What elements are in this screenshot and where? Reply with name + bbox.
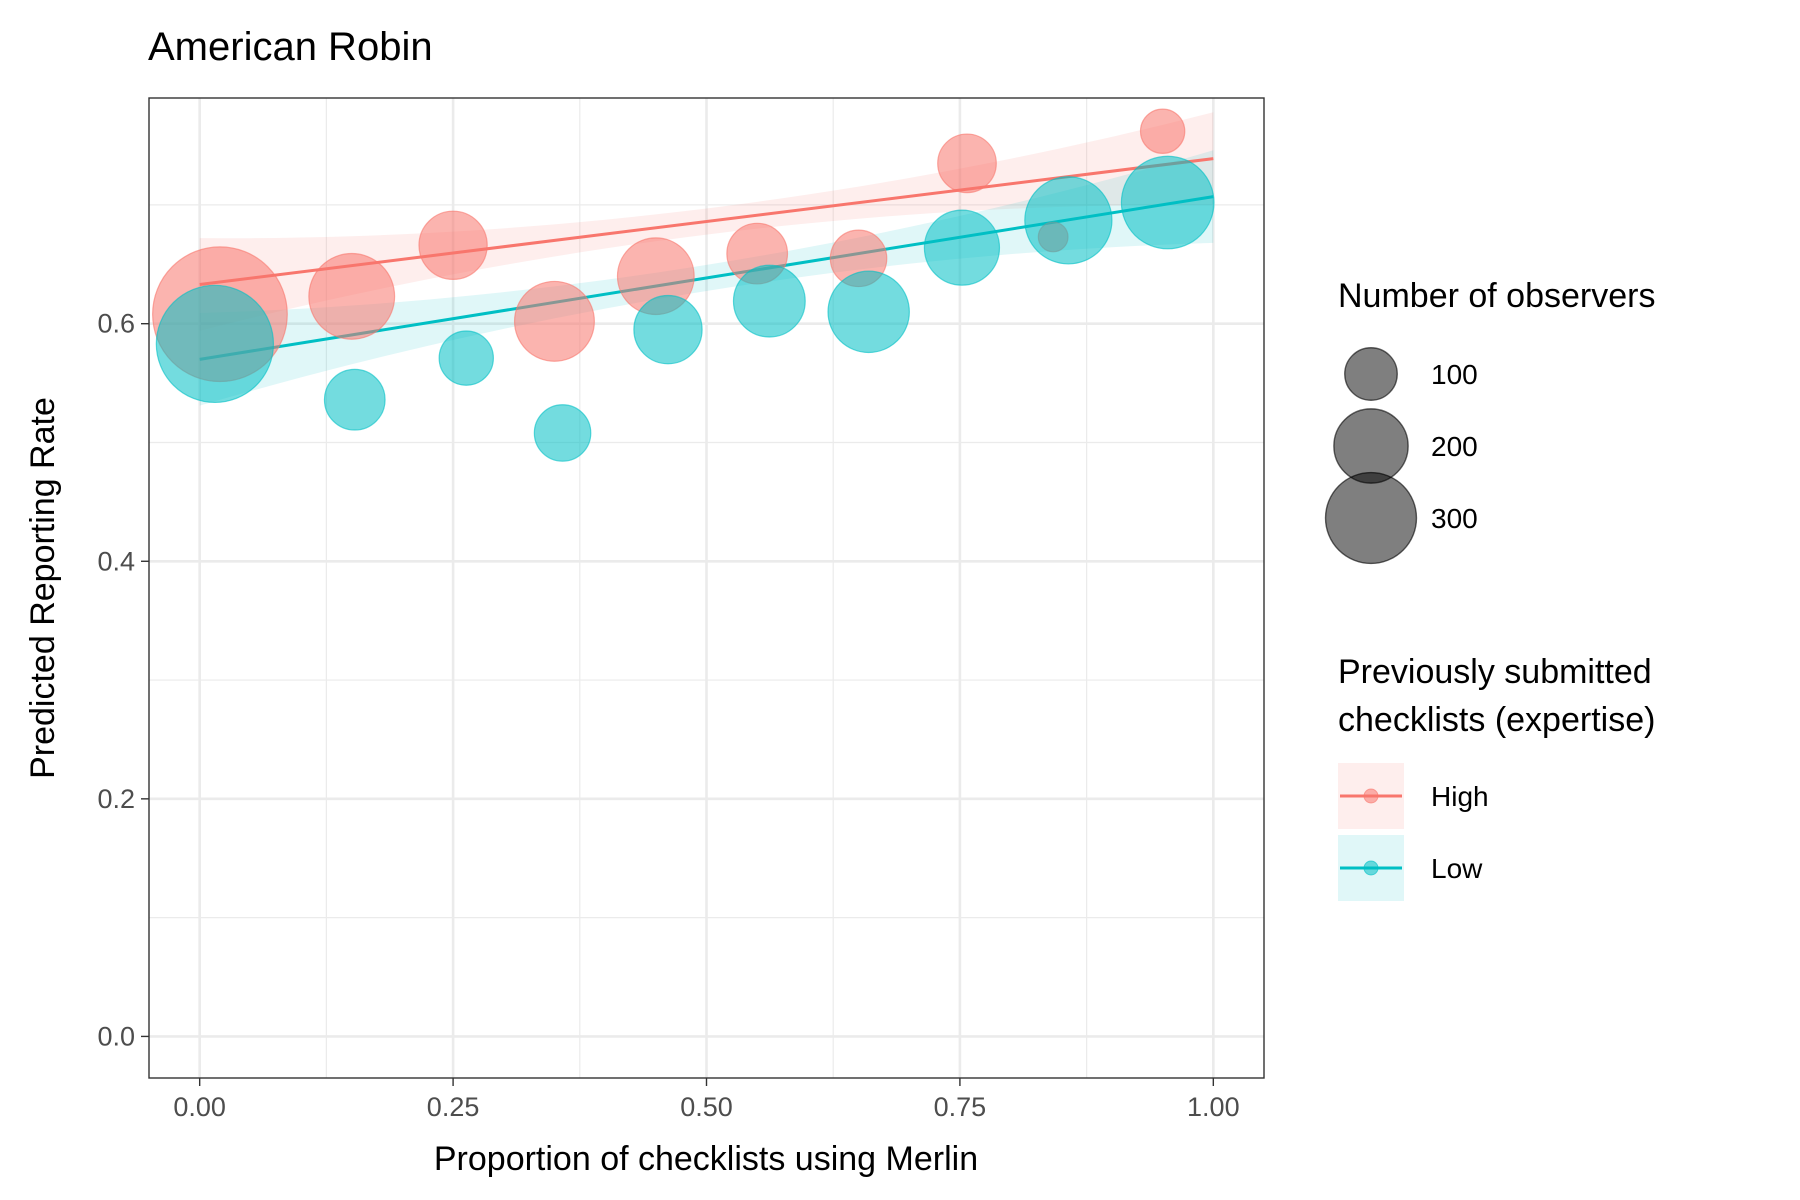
color-legend-label: Low [1431, 853, 1483, 884]
color-legend-title-line-2: checklists (expertise) [1338, 701, 1655, 739]
point-high [418, 210, 488, 281]
size-legend-label: 200 [1431, 431, 1478, 462]
y-tick-label: 0.2 [97, 784, 135, 814]
color-legend-point [1363, 860, 1379, 876]
y-tick-label: 0.6 [97, 309, 135, 339]
y-tick-label: 0.0 [97, 1021, 135, 1051]
x-axis-label: Proportion of checklists using Merlin [434, 1140, 978, 1178]
point-high [1139, 108, 1186, 154]
point-low [1120, 155, 1215, 250]
size-legend: Number of observers 100 200 300 [1324, 277, 1655, 565]
point-high [308, 252, 396, 340]
color-legend-point [1363, 788, 1379, 804]
size-legend-label: 100 [1431, 359, 1478, 390]
chart-title: American Robin [148, 25, 433, 69]
x-tick-label: 0.50 [680, 1092, 733, 1122]
size-legend-key [1344, 347, 1398, 401]
point-high [937, 133, 997, 194]
point-high [513, 280, 595, 362]
point-low [323, 368, 386, 431]
color-legend: Previously submitted checklists (experti… [1338, 653, 1655, 901]
size-legend-key [1324, 471, 1418, 565]
data-points [152, 108, 1215, 462]
size-legend-label: 300 [1431, 503, 1478, 534]
point-low [533, 404, 592, 462]
x-tick-label: 0.00 [173, 1092, 226, 1122]
point-low [155, 284, 275, 404]
x-tick-label: 0.25 [427, 1092, 480, 1122]
point-low [438, 330, 494, 386]
y-axis-label: Predicted Reporting Rate [24, 397, 62, 779]
point-low [633, 294, 703, 365]
x-tick-label: 1.00 [1187, 1092, 1240, 1122]
axes: 0.00 0.25 0.50 0.75 1.00 0.0 0.2 0.4 0.6 [97, 309, 1239, 1122]
point-low [732, 264, 806, 338]
point-low [923, 209, 1001, 286]
y-tick-label: 0.4 [97, 546, 135, 576]
point-low [1024, 176, 1113, 265]
x-tick-label: 0.75 [934, 1092, 987, 1122]
color-legend-title-line-1: Previously submitted [1338, 653, 1652, 691]
point-low [827, 270, 910, 354]
color-legend-label: High [1431, 781, 1489, 812]
size-legend-title: Number of observers [1338, 277, 1655, 315]
